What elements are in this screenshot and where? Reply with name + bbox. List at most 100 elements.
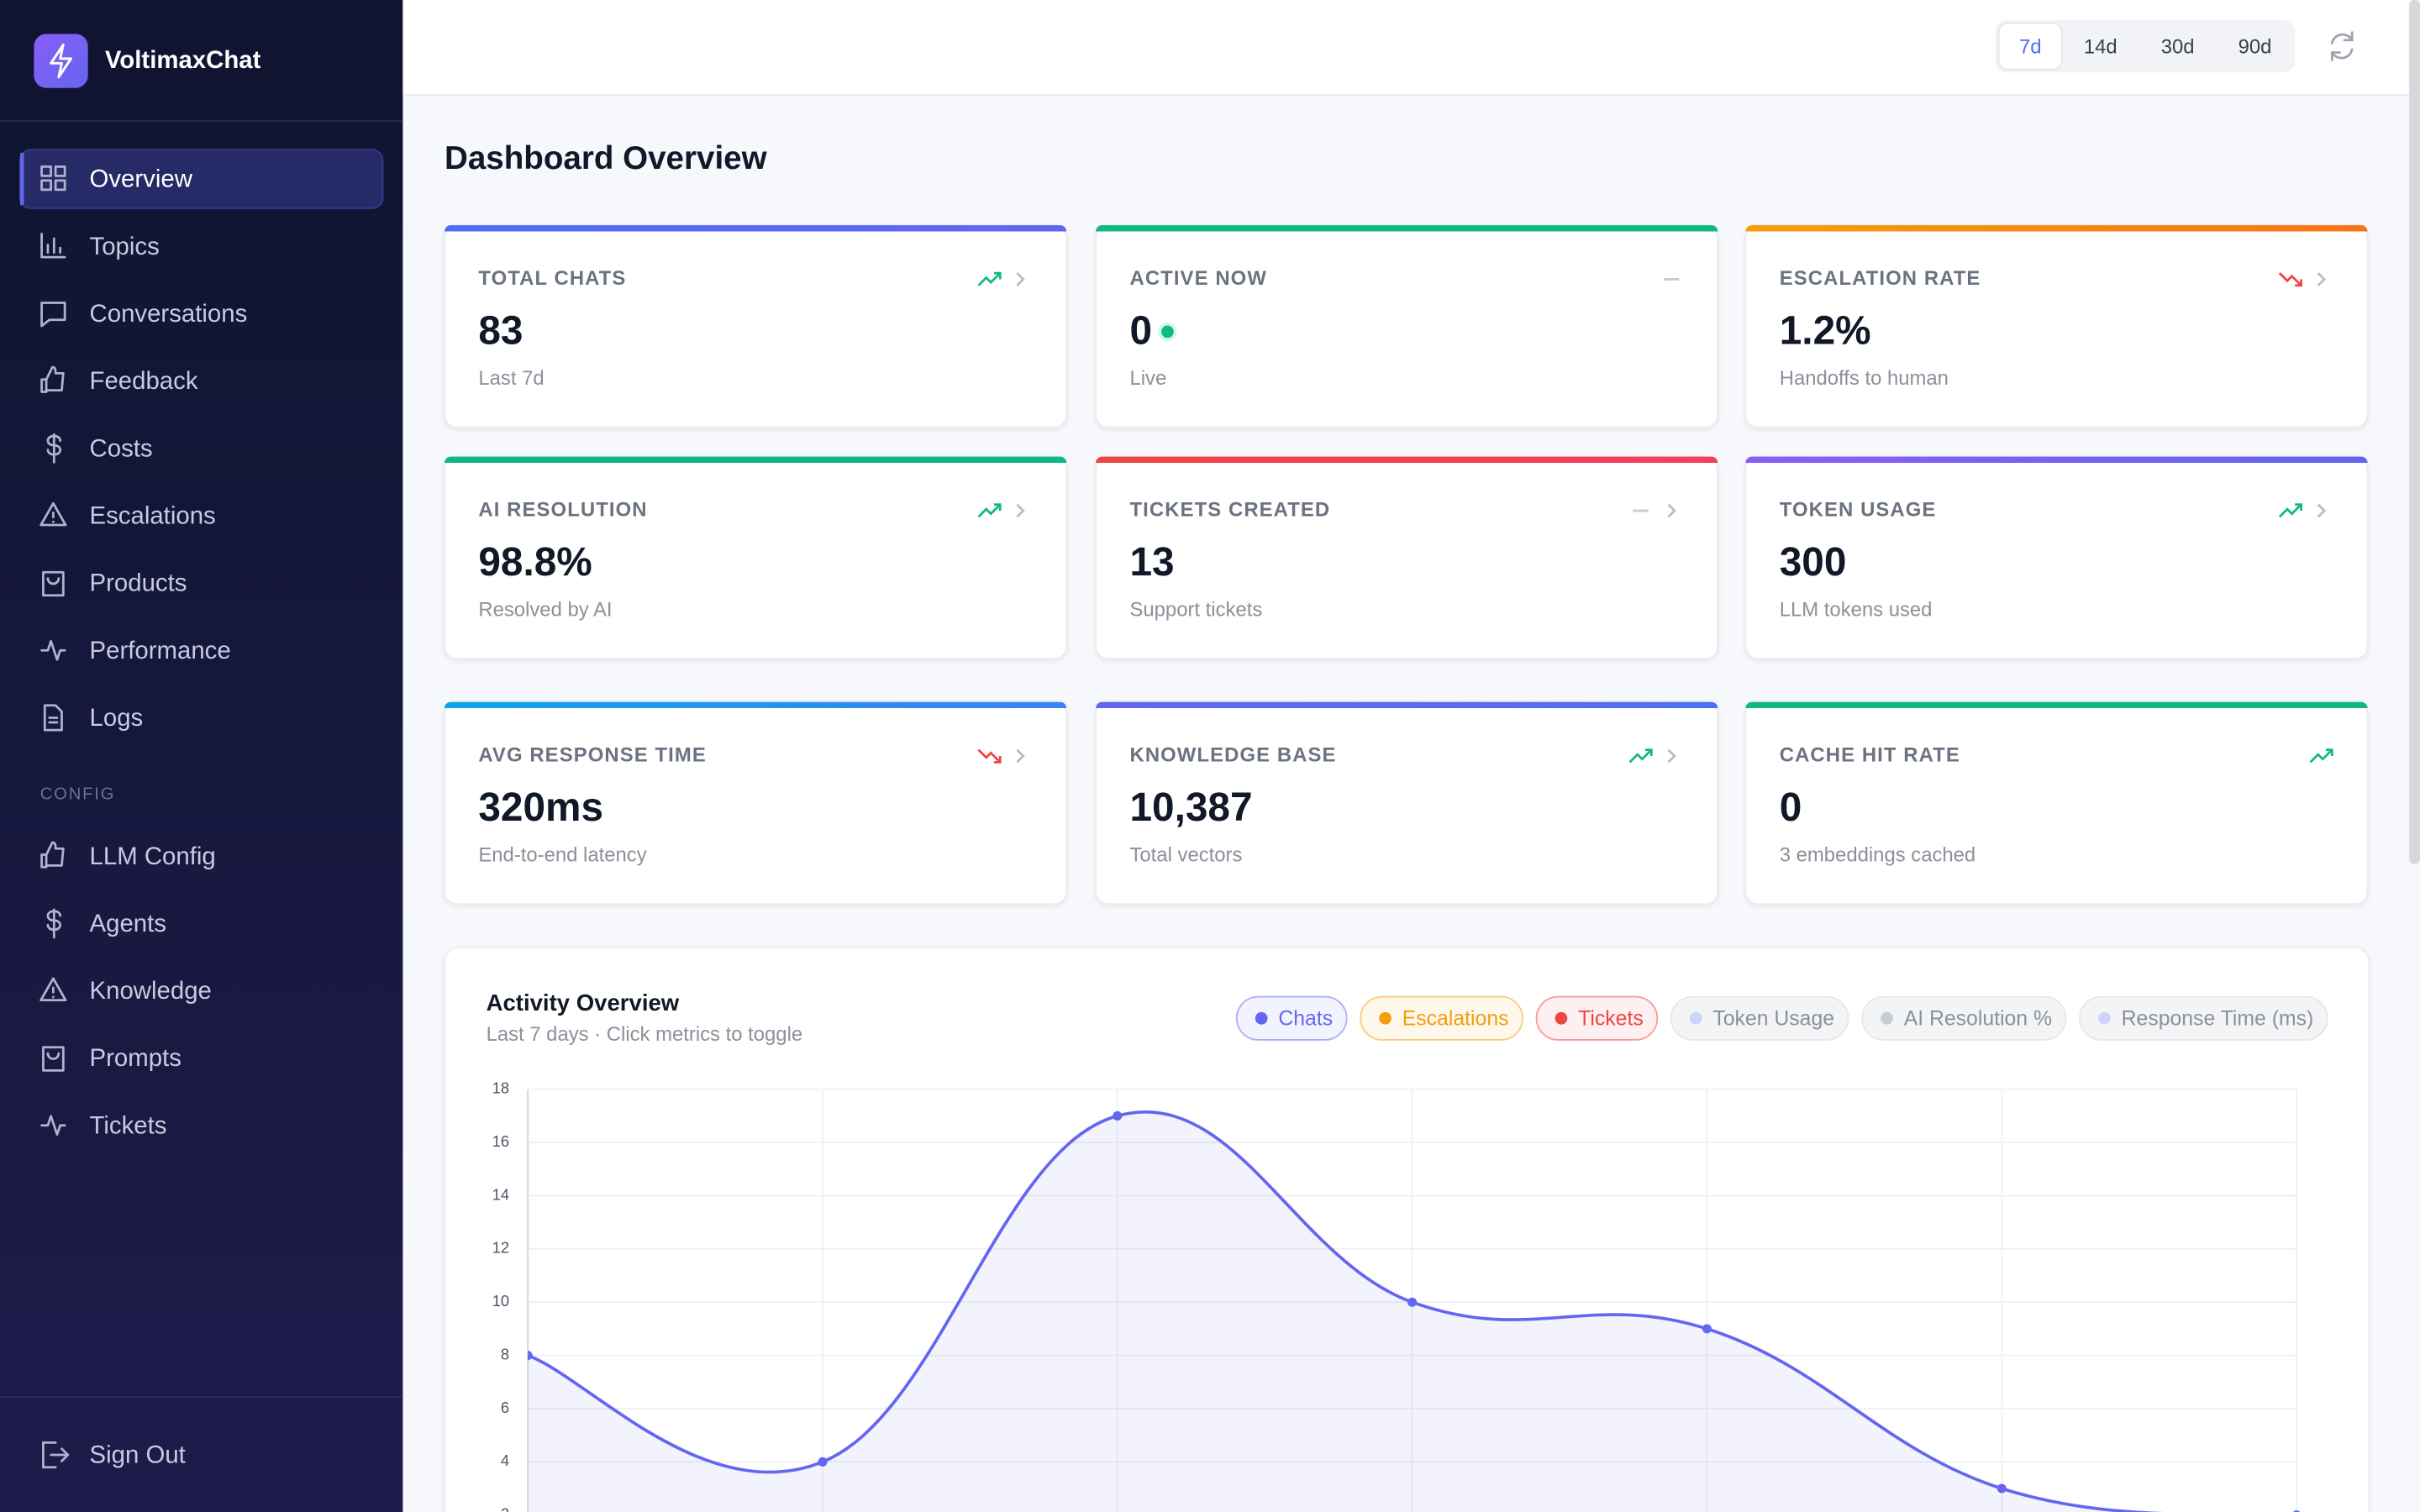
scrollbar	[2409, 0, 2420, 864]
plot	[528, 1110, 2301, 1512]
logo	[34, 34, 88, 88]
icon-shape	[40, 165, 66, 192]
card-accent	[444, 456, 1067, 464]
card-subtitle: Support tickets	[1129, 599, 1262, 622]
card-value: 10,387	[1129, 785, 1252, 830]
nav-item[interactable]: Prompts	[90, 1044, 182, 1072]
card[interactable]	[1744, 701, 2369, 906]
nav-icon	[46, 908, 62, 939]
nav-icon	[40, 233, 66, 259]
trend-up	[977, 271, 1002, 286]
sign-out[interactable]: Sign Out	[90, 1441, 186, 1469]
icon-shape	[40, 365, 65, 393]
nav-icon	[46, 433, 62, 464]
metric-toggle[interactable]: Tickets	[1535, 995, 1659, 1041]
toggle-bg	[1360, 995, 1523, 1041]
card[interactable]	[1095, 224, 1719, 428]
nav-icon	[40, 639, 66, 661]
toggle-label: Escalations	[1402, 1008, 1509, 1031]
icon-shape	[40, 233, 66, 259]
card-label: TICKETS CREATED	[1129, 498, 1330, 521]
toggle-dot	[1689, 1011, 1702, 1025]
refresh-button[interactable]	[2330, 31, 2354, 62]
toggle-dot	[2098, 1011, 2111, 1025]
toggle-dot	[1255, 1011, 1268, 1025]
nav-icon	[42, 1046, 65, 1072]
nav-item[interactable]: Agents	[90, 910, 166, 937]
card-label: TOTAL CHATS	[478, 267, 626, 290]
nav-icon	[40, 841, 65, 869]
point	[1996, 1483, 2007, 1494]
icon-shape	[46, 433, 62, 464]
card-subtitle: End-to-end latency	[478, 844, 646, 867]
metric-toggle[interactable]: Response Time (ms)	[2079, 995, 2328, 1041]
area	[528, 1111, 2134, 1512]
nav-item[interactable]: Overview	[90, 165, 193, 193]
point	[1113, 1110, 1123, 1121]
card-label: ESCALATION RATE	[1780, 267, 1981, 290]
chart-subtitle: Last 7 days · Click metrics to toggle	[487, 1023, 803, 1046]
card-label: CACHE HIT RATE	[1780, 743, 1960, 766]
range-button[interactable]: 90d	[2238, 35, 2272, 58]
y-tick-label: 10	[492, 1292, 509, 1310]
nav-item[interactable]: Performance	[90, 637, 231, 664]
nav-item[interactable]: Costs	[90, 434, 153, 462]
nav-item[interactable]: Products	[90, 570, 187, 597]
card[interactable]	[444, 224, 1068, 428]
metric-toggle[interactable]: Token Usage	[1670, 995, 1849, 1041]
icon-shape	[40, 302, 66, 328]
nav-item[interactable]: Knowledge	[90, 977, 212, 1005]
metric-toggle[interactable]: Chats	[1235, 995, 1348, 1041]
point	[528, 1351, 533, 1361]
chart-title: Activity Overview	[487, 990, 680, 1016]
toggle-label: AI Resolution %	[1904, 1008, 2052, 1031]
logo-icon	[50, 43, 72, 79]
range-button[interactable]: 14d	[2084, 35, 2118, 58]
range-button[interactable]: 7d	[2019, 35, 2042, 58]
nav-item[interactable]: LLM Config	[90, 843, 216, 870]
trend-down	[977, 748, 1002, 764]
card-value: 1.2%	[1780, 308, 1871, 353]
card-accent	[444, 701, 1067, 709]
card-value: 13	[1129, 540, 1174, 585]
sidebar	[0, 0, 403, 1512]
card-accent	[1745, 225, 2368, 232]
card-subtitle: Last 7d	[478, 367, 544, 390]
nav-item[interactable]: Feedback	[90, 367, 198, 395]
icon-shape	[40, 1115, 66, 1137]
icon-shape	[43, 704, 63, 732]
icon-shape	[39, 501, 67, 527]
trend-up	[2278, 503, 2302, 518]
y-tick-label: 18	[492, 1079, 509, 1097]
toggle-dot	[1881, 1011, 1893, 1025]
card-value: 83	[478, 308, 523, 353]
card-subtitle: Live	[1129, 367, 1166, 390]
nav-item[interactable]: Topics	[90, 233, 160, 260]
toggle-dot	[1379, 1011, 1392, 1025]
nav-icon	[40, 365, 65, 393]
nav-item[interactable]: Escalations	[90, 502, 216, 530]
y-tick-label: 2	[501, 1505, 509, 1512]
range-button[interactable]: 30d	[2161, 35, 2195, 58]
card-subtitle: LLM tokens used	[1780, 599, 1933, 622]
nav-active-bg	[18, 149, 384, 209]
nav-item[interactable]: Conversations	[90, 300, 248, 328]
nav-item[interactable]: Logs	[90, 704, 144, 732]
card-arrow	[1667, 503, 1676, 518]
trend-down	[2278, 272, 2302, 287]
card[interactable]	[1095, 455, 1719, 660]
icon-shape	[39, 977, 67, 1001]
nav-active-edge	[19, 152, 24, 206]
card-accent	[1745, 701, 2368, 709]
metric-toggle[interactable]: Escalations	[1360, 995, 1523, 1041]
card-accent	[444, 225, 1067, 232]
nav-item[interactable]: Tickets	[90, 1111, 167, 1139]
card-subtitle: Total vectors	[1129, 844, 1242, 867]
metric-toggle[interactable]: AI Resolution %	[1861, 995, 2067, 1041]
card-value: 300	[1780, 540, 1847, 585]
toggle-label: Response Time (ms)	[2122, 1008, 2314, 1031]
card-arrow	[1016, 503, 1025, 518]
card-accent	[1096, 225, 1718, 232]
